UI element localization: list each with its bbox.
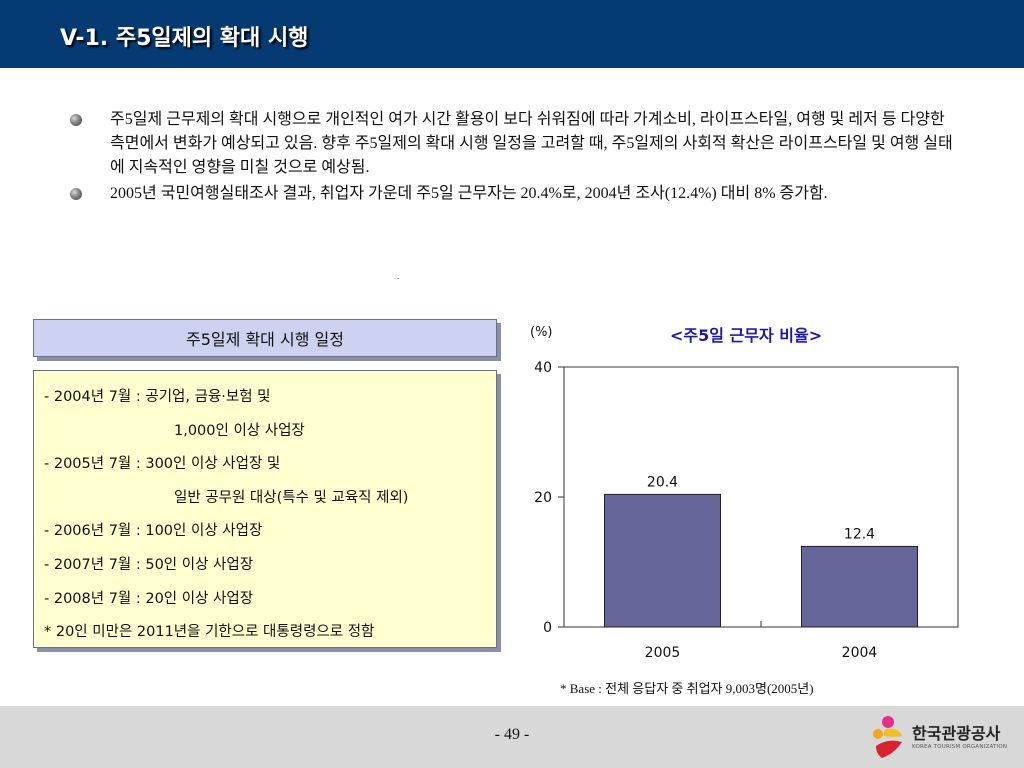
footer-bar: - 49 - <box>0 706 1024 768</box>
schedule-title: 주5일제 확대 시행 일정 <box>33 319 497 357</box>
y-tick-label: 20 <box>534 490 552 506</box>
bar-chart: 0 20 40 20.4 2005 12.4 2004 <box>534 360 959 661</box>
y-tick-label: 0 <box>543 620 552 636</box>
data-label: 12.4 <box>844 526 875 542</box>
header-bar: V-1. 주5일제의 확대 시행 <box>0 0 1024 68</box>
schedule-line: - 2006년 7월 : 100인 이상 사업장 <box>44 523 263 540</box>
bullet-item: 2005년 국민여행실태조사 결과, 취업자 가운데 주5일 근무자는 20.4… <box>70 182 960 206</box>
schedule-line: 1,000인 이상 사업장 <box>174 422 305 439</box>
decorative-dot: . <box>397 272 400 281</box>
chart-title: <주5일 근무자 비율> <box>670 326 823 345</box>
bullet-dot-icon <box>70 188 82 200</box>
schedule-line: - 2007년 7월 : 50인 이상 사업장 <box>44 556 254 573</box>
schedule-line: - 2004년 7월 : 공기업, 금융·보험 및 <box>44 389 271 405</box>
data-label: 20.4 <box>647 474 678 490</box>
x-tick-label: 2005 <box>645 645 681 661</box>
schedule-list: - 2004년 7월 : 공기업, 금융·보험 및 1,000인 이상 사업장 … <box>44 381 408 650</box>
chart-note: * Base : 전체 응답자 중 취업자 9,003명(2005년) <box>560 681 814 696</box>
page-number: - 49 - <box>494 726 530 743</box>
schedule-line: - 2005년 7월 : 300인 이상 사업장 및 <box>44 456 281 473</box>
bar <box>801 545 918 628</box>
bullet-item: 주5일제 근무제의 확대 시행으로 개인적인 여가 시간 활용이 보다 쉬워짐에… <box>70 108 960 180</box>
bullet-dot-icon <box>70 114 82 126</box>
company-logo: 한국관광공사 KOREA TOURISM ORGANIZATION <box>868 712 1018 764</box>
logo-subtext: KOREA TOURISM ORGANIZATION <box>912 744 1008 750</box>
page-title: V-1. 주5일제의 확대 시행 <box>60 26 309 51</box>
bullet-text: 주5일제 근무제의 확대 시행으로 개인적인 여가 시간 활용이 보다 쉬워짐에… <box>110 111 953 176</box>
y-tick-label: 40 <box>534 360 552 376</box>
schedule-note: * 20인 미만은 2011년을 기한으로 대통령령으로 정함 <box>44 624 375 641</box>
logo-mark-icon <box>873 716 902 758</box>
schedule-line: - 2008년 7월 : 20인 이상 사업장 <box>44 590 254 607</box>
bullet-list: 주5일제 근무제의 확대 시행으로 개인적인 여가 시간 활용이 보다 쉬워짐에… <box>70 108 960 208</box>
bullet-text: 2005년 국민여행실태조사 결과, 취업자 가운데 주5일 근무자는 20.4… <box>110 185 828 202</box>
logo-text: 한국관광공사 <box>912 724 1001 743</box>
schedule-box: - 2004년 7월 : 공기업, 금융·보험 및 1,000인 이상 사업장 … <box>33 370 497 648</box>
bar <box>604 493 721 628</box>
schedule-line: 일반 공무원 대상(특수 및 교육직 제외) <box>174 489 409 506</box>
x-tick-label: 2004 <box>842 645 878 661</box>
chart-unit-label: (%) <box>530 325 553 340</box>
